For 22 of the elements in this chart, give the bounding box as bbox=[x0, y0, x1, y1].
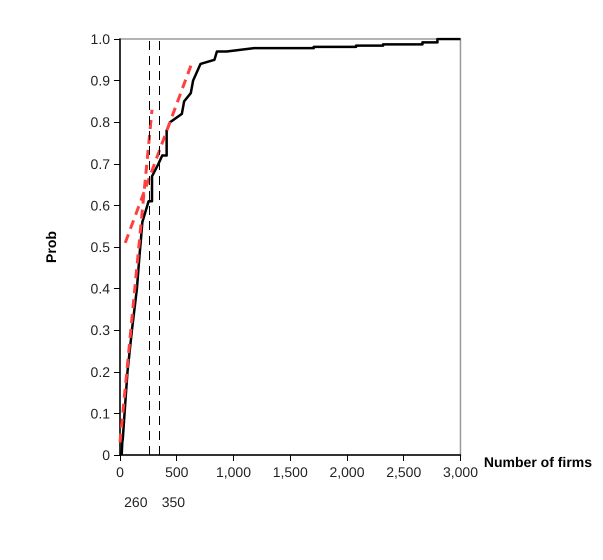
x-tick-label: 2,000 bbox=[329, 464, 365, 480]
x-tick-label: 1,500 bbox=[272, 464, 308, 480]
y-tick-label: 0.3 bbox=[90, 322, 110, 338]
ref-line-label: 350 bbox=[162, 494, 186, 510]
x-tick-label: 0 bbox=[116, 464, 124, 480]
y-axis-title: Prob bbox=[43, 231, 59, 263]
ref-line-label: 260 bbox=[124, 494, 148, 510]
x-tick-label: 500 bbox=[165, 464, 189, 480]
y-tick-label: 0 bbox=[102, 447, 110, 463]
y-tick-label: 0.7 bbox=[90, 156, 110, 172]
y-tick-label: 0.4 bbox=[90, 280, 110, 297]
y-tick-label: 0.1 bbox=[90, 405, 110, 422]
y-tick-label: 0.2 bbox=[90, 364, 110, 380]
x-tick-label: 3,000 bbox=[442, 464, 478, 480]
y-tick-label: 0.5 bbox=[90, 239, 110, 255]
x-axis-title: Number of firms bbox=[484, 454, 592, 470]
y-tick-label: 0.6 bbox=[90, 197, 110, 214]
y-tick-label: 1.0 bbox=[90, 31, 110, 47]
x-tick-label: 2,500 bbox=[386, 464, 422, 480]
y-tick-label: 0.9 bbox=[90, 72, 110, 89]
x-tick-label: 1,000 bbox=[216, 464, 252, 480]
y-tick-label: 0.8 bbox=[90, 114, 110, 130]
